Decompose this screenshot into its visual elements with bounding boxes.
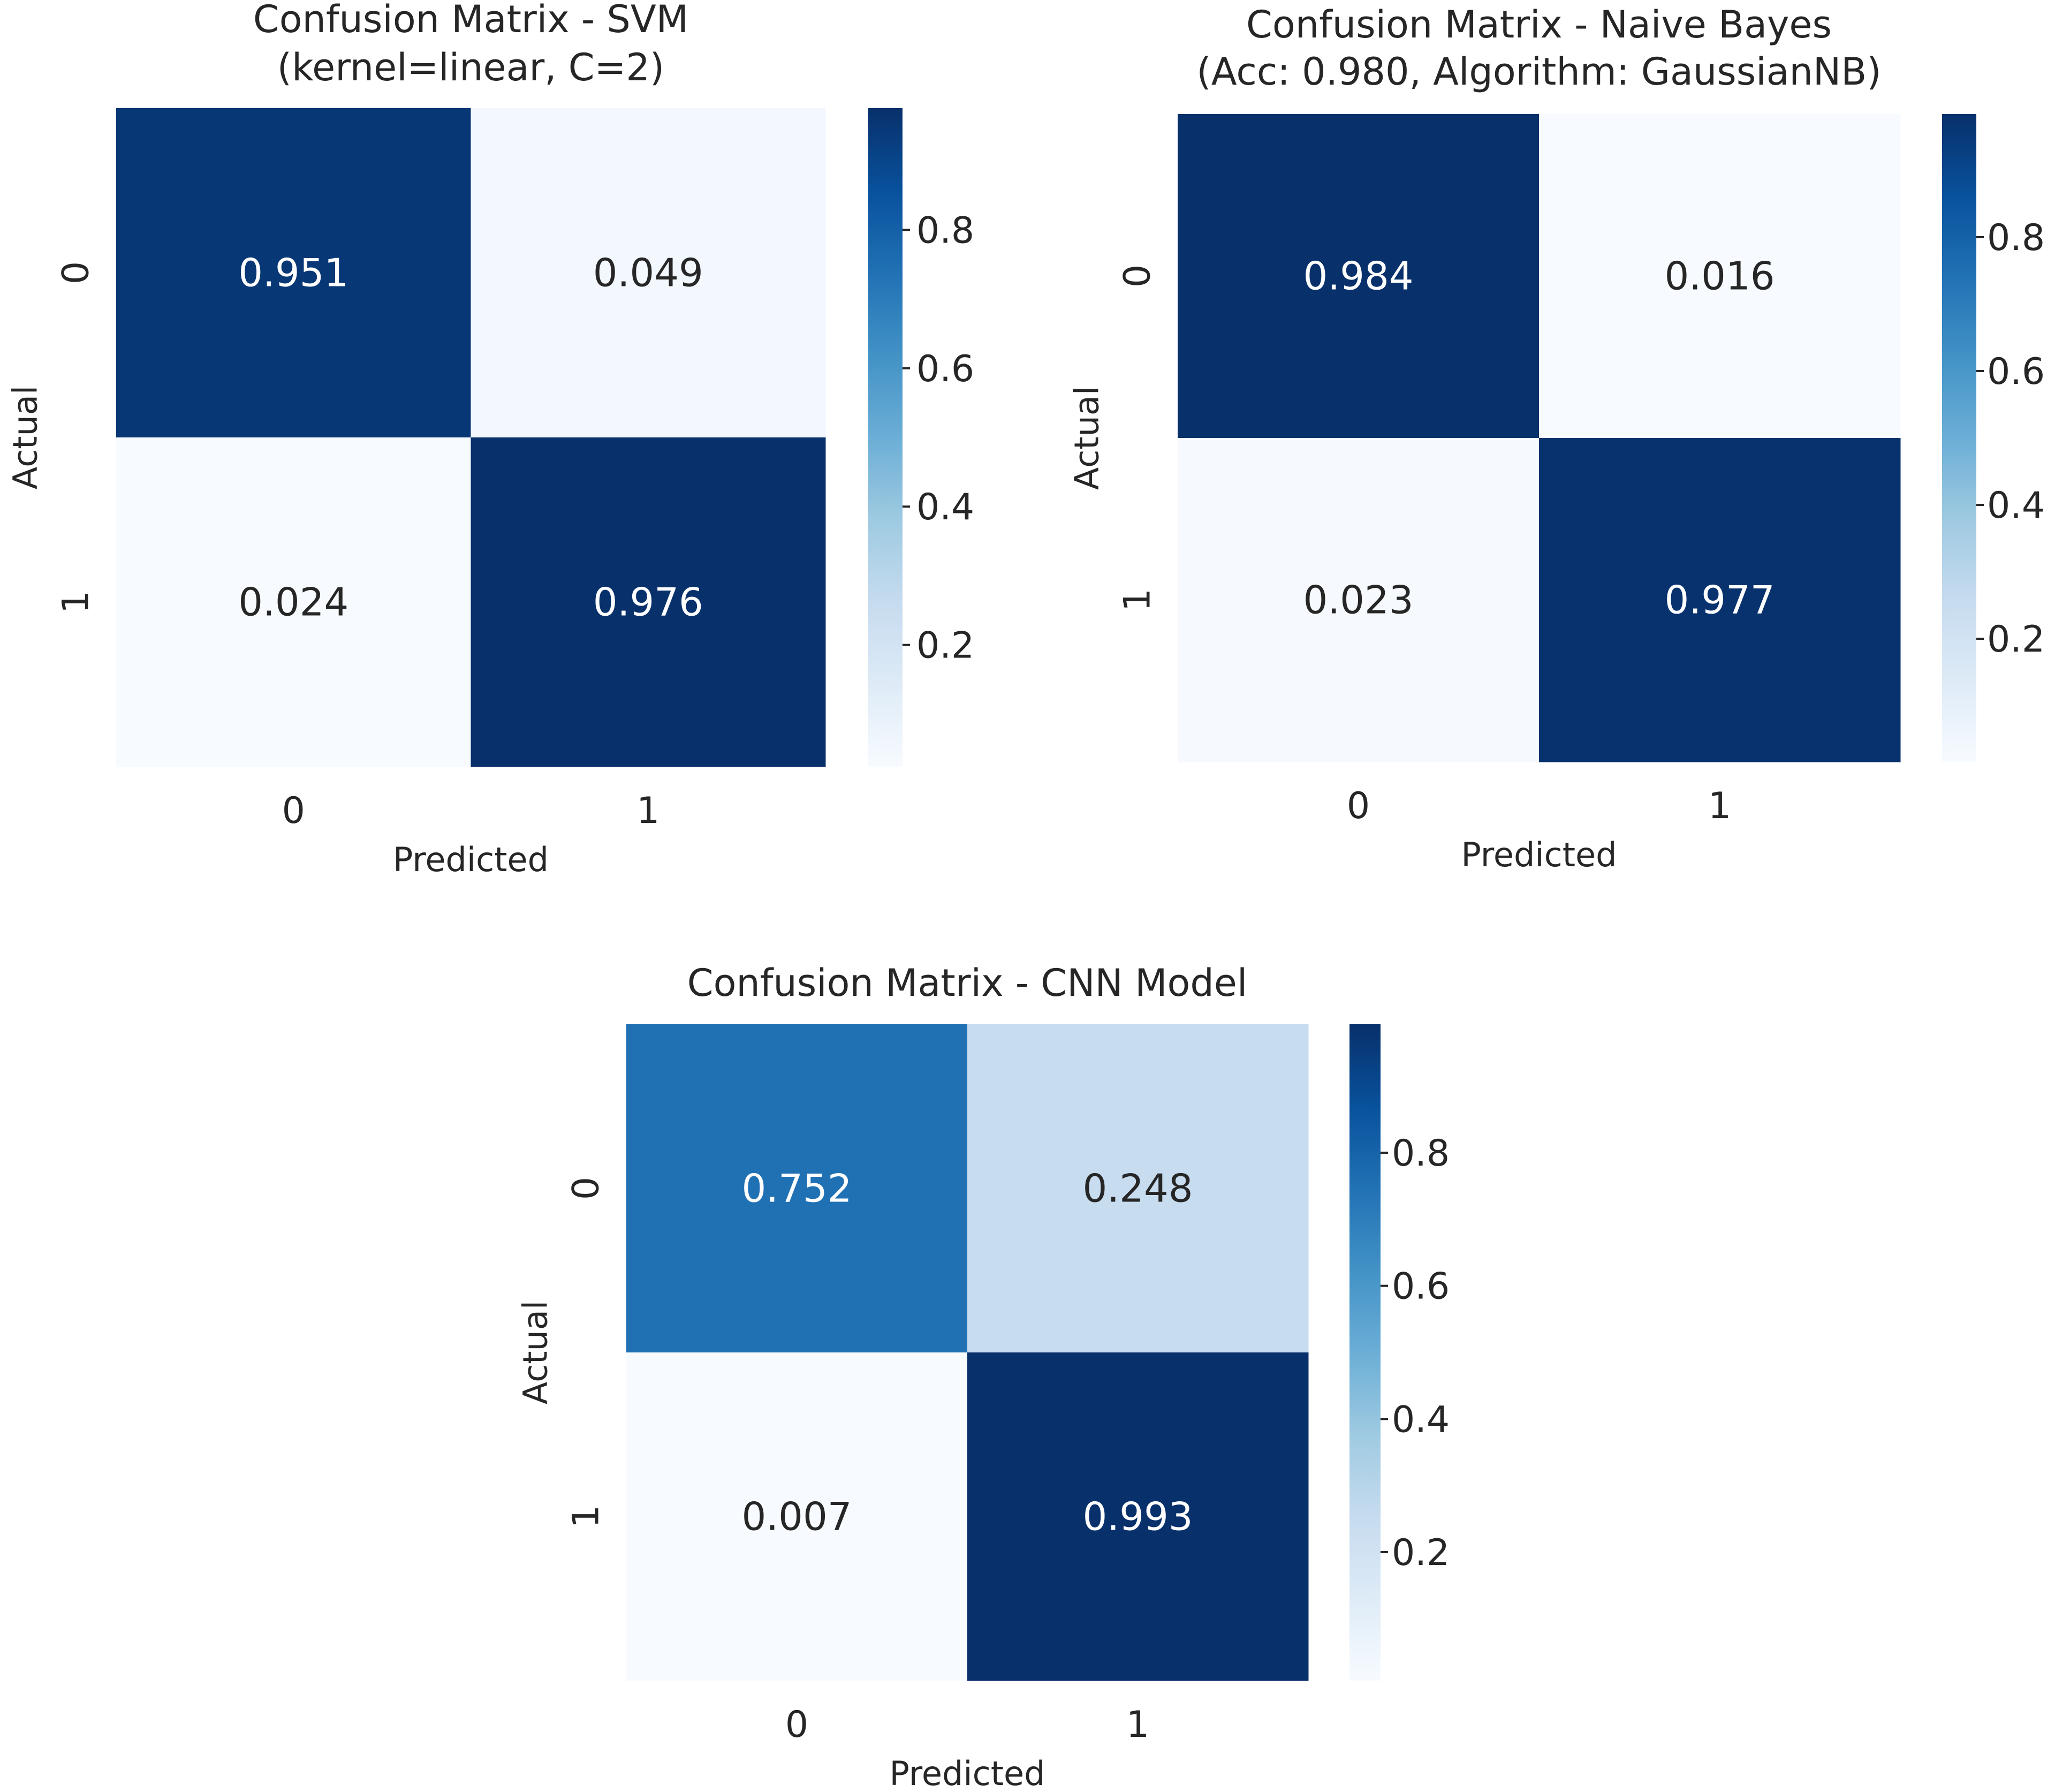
heatmap-cell [626,1024,968,1353]
chart-title-line: (kernel=linear, C=2) [277,46,664,89]
y-axis-label: Actual [516,1300,555,1404]
x-tick-label: 1 [636,790,659,832]
heatmap-cell [967,1352,1309,1681]
colorbar-tick-label: 0.8 [1987,217,2045,259]
heatmap-panel-1: Confusion Matrix - SVM (kernel=linear, C=… [6,0,975,879]
heatmap-cell [626,1352,968,1681]
cell-value-label: 0.976 [593,580,703,625]
cell-value-label: 0.007 [741,1494,852,1539]
colorbar-tick-label: 0.2 [1987,618,2045,661]
y-tick-label: 0 [565,1177,608,1200]
colorbar-tick-label: 0.6 [1392,1266,1450,1308]
cell-value-label: 0.993 [1082,1494,1193,1539]
cell-value-label: 0.049 [593,251,703,296]
cell-value-label: 0.016 [1664,254,1775,299]
heatmap-cell [1539,438,1901,762]
y-tick-label: 1 [565,1505,608,1528]
cell-value-label: 0.752 [741,1166,852,1211]
x-axis-label: Predicted [1461,835,1617,874]
heatmap-cell [1178,438,1540,762]
heatmap-panel-3: Confusion Matrix - CNN Model 0.752 0.248 0.… [516,961,1450,1792]
chart-title-line: Confusion Matrix - SVM [253,0,688,41]
chart-title-line: Confusion Matrix - CNN Model [687,961,1248,1005]
cell-value-label: 0.023 [1303,578,1413,623]
y-axis-label: Actual [1067,386,1106,490]
colorbar [868,108,903,767]
chart-title-line: (Acc: 0.980, Algorithm: GaussianNB) [1196,50,1881,94]
colorbar-tick-label: 0.4 [1987,485,2045,527]
y-tick-label: 1 [1117,588,1159,611]
colorbar-tick-label: 0.6 [916,348,974,390]
y-axis-label: Actual [6,385,45,489]
x-axis-label: Predicted [889,1754,1045,1792]
heatmap-panel-2: Confusion Matrix - Naive Bayes(Acc: 0.98… [1067,3,2045,874]
colorbar-tick-label: 0.2 [916,625,974,667]
colorbar-tick-label: 0.4 [1392,1398,1450,1441]
heatmap-cell [967,1024,1309,1353]
heatmap-cell [116,108,471,438]
heatmap-cell [1539,114,1901,438]
colorbar [1942,114,1976,762]
x-tick-label: 1 [1708,785,1731,827]
colorbar [1349,1024,1381,1681]
heatmap-cell [1178,114,1540,438]
cell-value-label: 0.951 [238,251,348,296]
heatmap-cell [471,437,826,767]
cell-value-label: 0.984 [1303,254,1413,299]
x-tick-label: 1 [1126,1704,1149,1746]
x-tick-label: 0 [1347,785,1370,827]
y-tick-label: 0 [1117,264,1159,288]
x-axis-label: Predicted [393,840,549,879]
x-tick-label: 0 [282,790,305,832]
chart-title-line: Confusion Matrix - Naive Bayes [1246,3,1832,47]
cell-value-label: 0.024 [238,580,348,625]
colorbar-tick-label: 0.6 [1987,351,2045,393]
colorbar-tick-label: 0.8 [916,209,974,252]
heatmap-cell [471,108,826,438]
y-tick-label: 0 [55,261,97,284]
x-tick-label: 0 [785,1704,808,1746]
cell-value-label: 0.248 [1082,1166,1193,1211]
colorbar-tick-label: 0.8 [1392,1132,1450,1175]
colorbar-tick-label: 0.2 [1392,1532,1450,1574]
y-tick-label: 1 [55,591,97,614]
cell-value-label: 0.977 [1664,578,1775,623]
heatmap-cell [116,437,471,767]
colorbar-tick-label: 0.4 [916,486,974,528]
